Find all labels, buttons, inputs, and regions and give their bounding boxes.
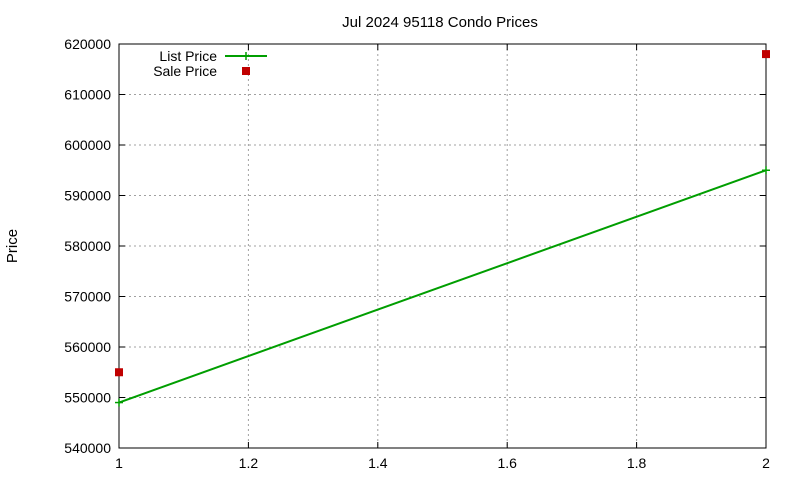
x-tick-label: 1: [115, 455, 123, 471]
y-tick-label: 610000: [64, 87, 111, 103]
sale-price-point: [762, 50, 770, 59]
plot-border: [118, 43, 767, 449]
chart-title: Jul 2024 95118 Condo Prices: [342, 14, 538, 31]
x-tick-label: 1.6: [497, 455, 517, 471]
legend-label-list-price: List Price: [159, 48, 217, 64]
y-tick-label: 570000: [64, 289, 111, 305]
list-price-line: [118, 169, 767, 404]
sale-price-point: [115, 368, 123, 377]
x-tick-label: 2: [762, 455, 770, 471]
list-price-point: [762, 166, 770, 175]
y-tick-label: 560000: [64, 339, 111, 355]
legend-marker-list-price: [242, 52, 250, 60]
y-tick-label: 580000: [64, 238, 111, 254]
x-tick-label: 1.2: [239, 455, 259, 471]
y-tick-label: 550000: [64, 390, 111, 406]
y-tick-label: 540000: [64, 440, 111, 456]
y-tick-label: 620000: [64, 36, 111, 52]
y-tick-label: 590000: [64, 188, 111, 204]
ticks: 1 1.2 1.4 1.6 1.8 2 540000 550000 560000 570000 58…: [64, 36, 770, 471]
y-tick-label: 600000: [64, 137, 111, 153]
x-tick-label: 1.8: [627, 455, 647, 471]
series-layer: [115, 50, 770, 407]
y-axis-label: Price: [4, 229, 21, 263]
legend-label-sale-price: Sale Price: [153, 63, 217, 79]
legend-marker-sale-price: [242, 67, 250, 75]
list-price-point: [115, 398, 123, 407]
x-tick-label: 1.4: [368, 455, 388, 471]
grid: [119, 44, 766, 448]
